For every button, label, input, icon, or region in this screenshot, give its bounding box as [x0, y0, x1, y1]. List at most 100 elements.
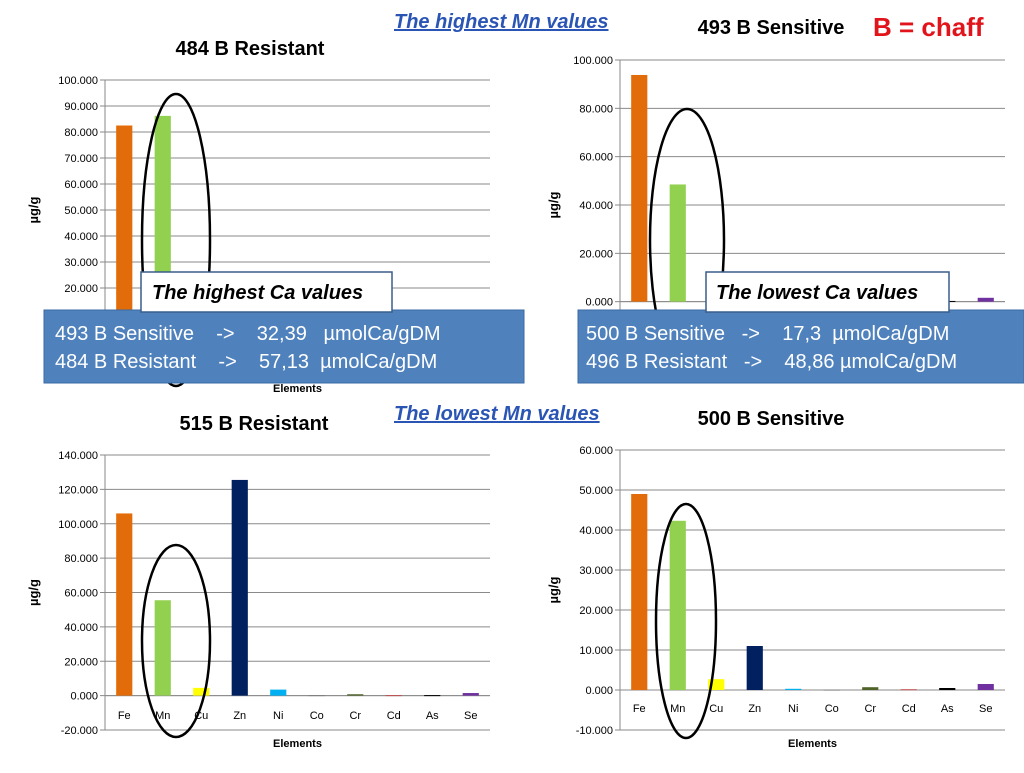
chart-515-title: 515 B Resistant: [180, 413, 329, 435]
callout-highest-ca-title-box: [140, 271, 393, 313]
chart-500-bar-cu: [708, 679, 725, 690]
chart-515-bar-co: [308, 695, 325, 697]
chart-515-bar-cr: [347, 694, 364, 696]
chart-500-ytick-label: 30.000: [579, 565, 613, 577]
chart-500-ytick-label: 40.000: [579, 525, 613, 537]
chart-515-bar-zn: [231, 479, 248, 696]
chart-500-ytick-label: 20.000: [579, 605, 613, 617]
chart-484-xlabel: Elements: [273, 383, 322, 395]
chart-515-xtick-label: Zn: [233, 710, 246, 722]
chart-493-bar-fe: [631, 74, 648, 302]
chart-515-bar-cu: [193, 687, 210, 696]
chart-515-ytick-label: -20.000: [61, 725, 98, 737]
chart-493: 0.000 20.000 40.000 60.000 80.000 100.000 493 …: [546, 17, 1005, 350]
chart-493-ytick-label: 0.000: [585, 297, 613, 309]
highlight-ellipse-515-mn: [140, 543, 212, 739]
chart-515-xtick-label: Mn: [155, 710, 170, 722]
callout-highest-ca-panel: [43, 309, 525, 384]
chart-515-bar-cd: [385, 695, 402, 697]
chart-515-ytick-label: 80.000: [64, 553, 98, 565]
chart-515-xtick-label: Fe: [118, 710, 131, 722]
chart-515-xtick-label: Cd: [387, 710, 401, 722]
chart-484-bar-fe: [116, 125, 133, 340]
chart-500-xtick-label: Cd: [902, 703, 916, 715]
chart-500-bar-co: [823, 689, 840, 691]
callout-lowest-ca: The lowest Ca values 500 B Sensitive -> …: [577, 271, 1024, 384]
chart-515-ytick-label: 120.000: [58, 484, 98, 496]
chart-493-ylabel: µg/g: [546, 191, 561, 218]
chart-515-bar-fe: [116, 513, 133, 696]
chart-500: -10.000 0.000 10.000 20.000 30.000 40.000 50.0…: [546, 408, 1005, 750]
chart-493-bar-se: [977, 297, 994, 302]
chart-515-xtick-label: Se: [464, 710, 477, 722]
callout-highest-ca-line-2: 484 B Resistant -> 57,13 µmolCa/gDM: [55, 351, 437, 373]
callout-highest-ca-title: The highest Ca values: [152, 282, 363, 304]
callout-lowest-ca-title-box: [705, 271, 950, 313]
chart-515-xtick-label: As: [426, 710, 439, 722]
chart-484-ytick-label: 50.000: [64, 205, 98, 217]
chart-500-ytick-label: 60.000: [579, 445, 613, 457]
chart-500-xtick-label: Co: [825, 703, 839, 715]
callout-lowest-ca-panel: [577, 309, 1024, 384]
chart-515-ytick-label: 40.000: [64, 622, 98, 634]
chart-500-ytick-label: 10.000: [579, 645, 613, 657]
chart-493-ytick-label: 60.000: [579, 152, 613, 164]
chart-500-bar-ni: [785, 688, 802, 690]
chart-500-bar-cr: [862, 687, 879, 690]
headline-lowest-mn: The lowest Mn values: [394, 403, 600, 425]
chart-515-bar-mn: [154, 600, 171, 696]
chart-500-bar-fe: [631, 494, 648, 690]
chart-515-bar-ni: [270, 689, 287, 696]
chart-500-ytick-label: 0.000: [585, 685, 613, 697]
chart-500-bar-cd: [900, 689, 917, 691]
chart-484-ytick-label: 90.000: [64, 101, 98, 113]
chart-484-ytick-label: 40.000: [64, 231, 98, 243]
chart-515-ylabel: µg/g: [26, 579, 41, 606]
chart-500-xtick-label: Cr: [864, 703, 876, 715]
chart-515-bar-as: [424, 695, 441, 697]
chart-493-ytick-label: 20.000: [579, 248, 613, 260]
chart-484-ytick-label: 100.000: [58, 75, 98, 87]
callout-lowest-ca-title: The lowest Ca values: [716, 282, 918, 304]
chart-500-bar-as: [939, 688, 956, 690]
chart-515-ytick-label: 20.000: [64, 656, 98, 668]
chart-515: -20.000 0.000 20.000 40.000 60.000 80.000 100.…: [26, 413, 490, 750]
chart-500-xtick-label: Se: [979, 703, 992, 715]
chart-500-xtick-label: Cu: [709, 703, 723, 715]
chart-500-bar-se: [977, 684, 994, 690]
chart-500-bar-zn: [746, 646, 763, 690]
chart-515-ytick-label: 140.000: [58, 450, 98, 462]
chart-493-ytick-label: 100.000: [573, 55, 613, 67]
chart-493-title: 493 B Sensitive: [698, 17, 845, 39]
chart-515-xtick-label: Cr: [349, 710, 361, 722]
callout-lowest-ca-line-2: 496 B Resistant -> 48,86 µmolCa/gDM: [586, 351, 957, 373]
chart-500-xtick-label: Mn: [670, 703, 685, 715]
headline-highest-mn: The highest Mn values: [394, 11, 608, 33]
chart-500-xtick-label: Ni: [788, 703, 798, 715]
chart-484-ytick-label: 80.000: [64, 127, 98, 139]
chart-500-bar-mn: [669, 520, 686, 690]
chart-515-xtick-label: Ni: [273, 710, 283, 722]
chart-500-ytick-label: -10.000: [576, 725, 613, 737]
chart-500-title: 500 B Sensitive: [698, 408, 845, 430]
callout-highest-ca: The highest Ca values 493 B Sensitive ->…: [43, 271, 525, 384]
chart-484-ytick-label: 60.000: [64, 179, 98, 191]
callout-highest-ca-line-1: 493 B Sensitive -> 32,39 µmolCa/gDM: [55, 323, 441, 345]
chart-493-ytick-label: 80.000: [579, 103, 613, 115]
chart-515-ytick-label: 60.000: [64, 588, 98, 600]
chart-484-ylabel: µg/g: [26, 196, 41, 223]
chart-484-title: 484 B Resistant: [176, 38, 325, 60]
chart-515-xtick-label: Co: [310, 710, 324, 722]
chart-493-ytick-label: 40.000: [579, 200, 613, 212]
chart-500-xtick-label: As: [941, 703, 954, 715]
chart-484-ytick-label: 70.000: [64, 153, 98, 165]
chart-500-xtick-label: Fe: [633, 703, 646, 715]
highlight-ellipse-500-mn: [654, 502, 718, 740]
chart-484-ytick-label: 20.000: [64, 283, 98, 295]
callout-lowest-ca-line-1: 500 B Sensitive -> 17,3 µmolCa/gDM: [586, 323, 949, 345]
chart-493-bar-mn: [669, 184, 686, 302]
highlight-ellipse-484-mn: [140, 92, 212, 388]
chart-515-bar-se: [462, 693, 479, 696]
chart-500-ylabel: µg/g: [546, 576, 561, 603]
